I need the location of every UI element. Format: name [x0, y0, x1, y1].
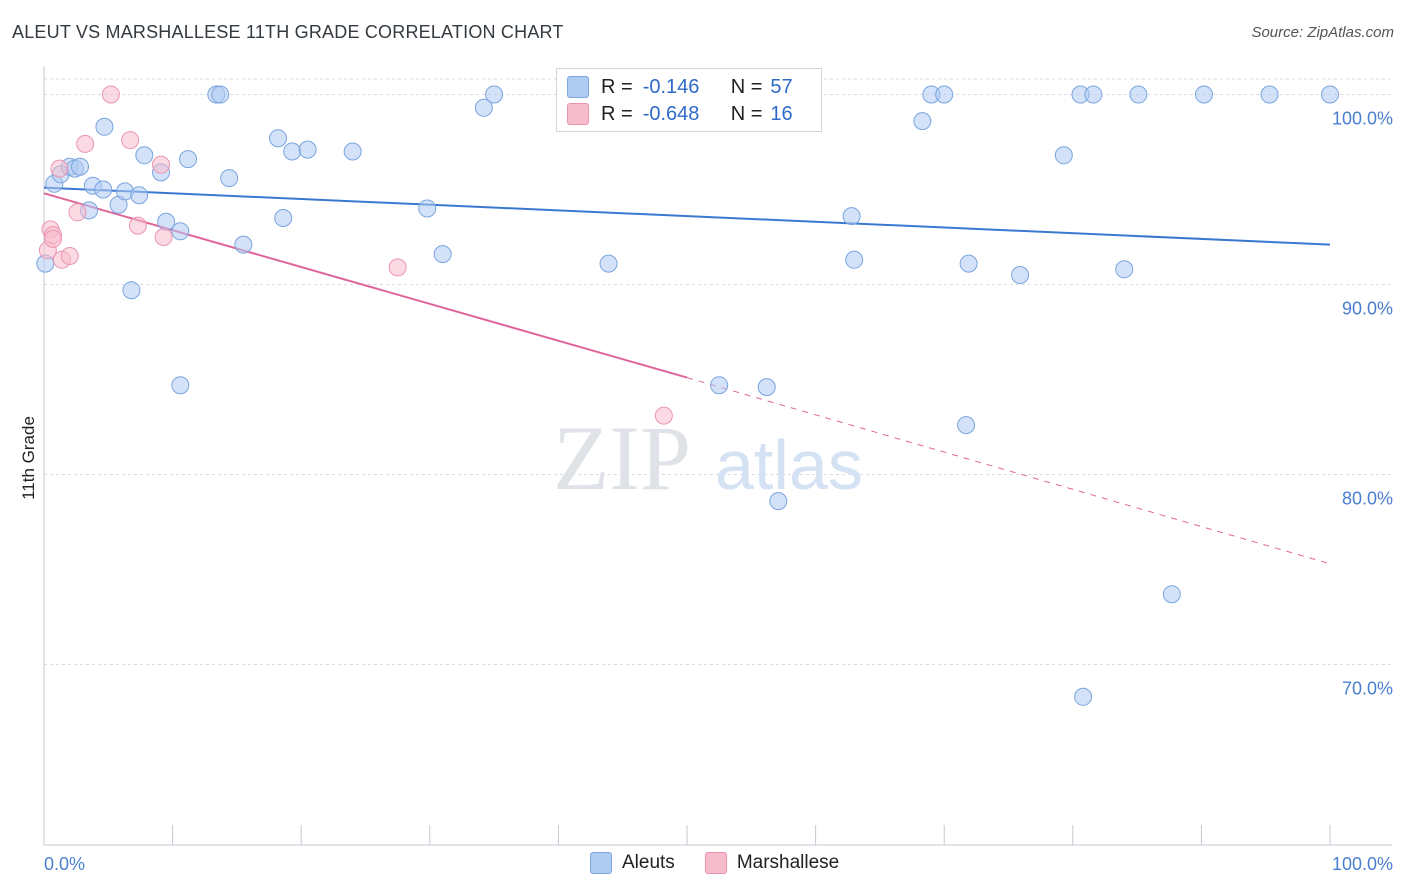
legend-row-aleuts: R = -0.146 N = 57 [567, 74, 793, 100]
n-label: N = [730, 75, 763, 98]
aleuts-point [957, 416, 976, 435]
aleuts-point [171, 222, 190, 241]
aleuts-point [769, 492, 788, 511]
aleuts-point [1054, 146, 1073, 165]
marshallese-trendline [43, 192, 688, 379]
y-tick-label: 70.0% [1342, 679, 1393, 699]
aleuts-point [418, 199, 437, 218]
data-points [36, 85, 1339, 706]
aleuts-point [599, 254, 618, 273]
aleuts-point [1260, 85, 1279, 104]
aleuts-point [474, 98, 493, 117]
marshallese-point [152, 155, 171, 174]
r-label: R = [601, 102, 633, 125]
gridlines [44, 78, 1392, 665]
r-value: -0.648 [642, 102, 700, 125]
marshallese-point [44, 229, 63, 248]
aleuts-point [274, 209, 293, 227]
aleuts-point [710, 376, 729, 395]
aleuts-point [130, 186, 149, 205]
y-axis-label: 11th Grade [19, 416, 38, 500]
aleuts-point [234, 235, 253, 254]
marshallese-swatch [567, 103, 589, 125]
aleuts-point [1115, 260, 1134, 279]
aleuts-point [935, 85, 954, 104]
aleuts-swatch [567, 76, 589, 98]
marshallese-point [76, 134, 95, 153]
aleuts-point [298, 140, 317, 159]
aleuts-point [1321, 85, 1339, 104]
n-value: 16 [770, 102, 793, 125]
marshallese-point [121, 131, 140, 150]
aleuts-point [220, 169, 239, 188]
y-tick-label: 100.0% [1332, 109, 1393, 129]
marshallese-point [388, 258, 407, 277]
marshallese-point [101, 85, 120, 104]
aleuts-point [1011, 266, 1030, 284]
axes [43, 66, 1392, 846]
marshallese-point [60, 247, 79, 265]
aleuts-point [94, 180, 113, 199]
series-legend: Aleuts Marshallese [590, 852, 869, 874]
aleuts-point [122, 281, 141, 300]
legend-item-marshallese[interactable]: Marshallese [704, 852, 840, 874]
marshallese-point [68, 203, 87, 222]
aleuts-point [179, 150, 198, 169]
tick-labels: 70.0% 80.0% 90.0% 100.0% 0.0% 100.0% [44, 109, 1393, 875]
aleuts-point [343, 142, 362, 161]
marshallese-trendline-extension [686, 377, 1331, 565]
legend-label-aleuts: Aleuts [622, 852, 675, 873]
aleuts-point [95, 117, 114, 136]
aleuts-point [171, 376, 190, 395]
watermark-zip: ZIP [553, 407, 691, 509]
marshallese-point [50, 159, 69, 178]
watermark: ZIP atlas [553, 407, 863, 509]
correlation-legend: R = -0.146 N = 57 R = -0.648 N = 16 [556, 68, 822, 132]
aleuts-point [269, 129, 288, 148]
legend-row-marshallese: R = -0.648 N = 16 [567, 101, 793, 127]
marshallese-point [128, 216, 147, 235]
aleuts-point [1084, 85, 1103, 104]
aleuts-trendline [43, 186, 1331, 246]
aleuts-point [211, 85, 230, 104]
aleuts-point [913, 112, 932, 131]
aleuts-point [433, 245, 452, 264]
watermark-atlas: atlas [715, 426, 863, 504]
aleuts-point [1129, 85, 1148, 104]
y-tick-label: 90.0% [1342, 299, 1393, 319]
aleuts-point [1194, 85, 1213, 104]
aleuts-point [845, 250, 864, 269]
aleuts-point [757, 378, 776, 397]
x-tick-label: 100.0% [1332, 854, 1393, 874]
x-tick-label: 0.0% [44, 854, 85, 874]
aleuts-point [1074, 687, 1093, 706]
aleuts-point [485, 85, 504, 104]
source-label: Source: ZipAtlas.com [1251, 24, 1394, 41]
aleuts-point [959, 254, 978, 273]
aleuts-point [71, 157, 90, 176]
y-tick-label: 80.0% [1342, 489, 1393, 509]
n-label: N = [730, 102, 763, 125]
marshallese-point [654, 406, 673, 425]
aleuts-point [283, 142, 302, 161]
marshallese-point [154, 228, 173, 246]
aleuts-point [1162, 585, 1181, 604]
legend-label-marshallese: Marshallese [736, 852, 840, 873]
r-value: -0.146 [642, 75, 700, 98]
chart-title: ALEUT VS MARSHALLESE 11TH GRADE CORRELAT… [12, 22, 564, 42]
aleuts-swatch [590, 852, 612, 874]
legend-item-aleuts[interactable]: Aleuts [590, 852, 675, 874]
trend-lines [43, 186, 1331, 565]
r-label: R = [601, 75, 633, 98]
aleuts-point [135, 146, 154, 165]
aleuts-point [842, 207, 861, 226]
n-value: 57 [770, 75, 793, 98]
marshallese-swatch [704, 852, 727, 874]
